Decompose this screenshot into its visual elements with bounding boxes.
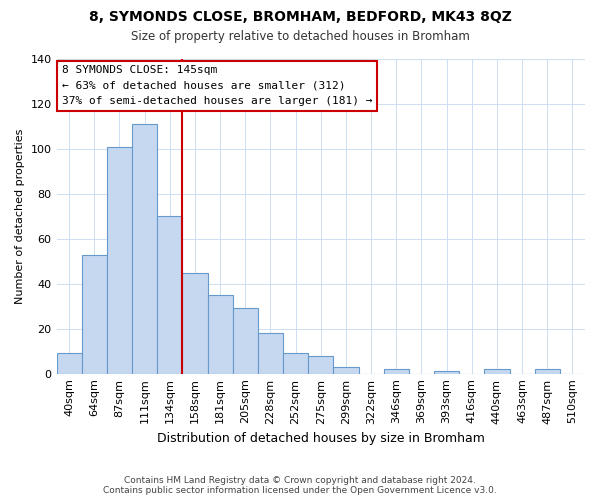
Text: Contains HM Land Registry data © Crown copyright and database right 2024.
Contai: Contains HM Land Registry data © Crown c… bbox=[103, 476, 497, 495]
Bar bbox=[383, 369, 409, 374]
Bar bbox=[107, 146, 132, 374]
Bar bbox=[82, 254, 107, 374]
Bar bbox=[334, 367, 359, 374]
Bar bbox=[132, 124, 157, 374]
Text: 8 SYMONDS CLOSE: 145sqm
← 63% of detached houses are smaller (312)
37% of semi-d: 8 SYMONDS CLOSE: 145sqm ← 63% of detache… bbox=[62, 66, 373, 106]
Bar bbox=[157, 216, 182, 374]
Bar bbox=[182, 272, 208, 374]
Bar bbox=[484, 369, 509, 374]
Bar bbox=[434, 372, 459, 374]
Bar bbox=[233, 308, 258, 374]
Y-axis label: Number of detached properties: Number of detached properties bbox=[15, 128, 25, 304]
Text: 8, SYMONDS CLOSE, BROMHAM, BEDFORD, MK43 8QZ: 8, SYMONDS CLOSE, BROMHAM, BEDFORD, MK43… bbox=[89, 10, 511, 24]
Bar bbox=[258, 333, 283, 374]
Text: Size of property relative to detached houses in Bromham: Size of property relative to detached ho… bbox=[131, 30, 469, 43]
Bar bbox=[208, 295, 233, 374]
Bar bbox=[308, 356, 334, 374]
Bar bbox=[535, 369, 560, 374]
Bar bbox=[56, 354, 82, 374]
Bar bbox=[283, 354, 308, 374]
X-axis label: Distribution of detached houses by size in Bromham: Distribution of detached houses by size … bbox=[157, 432, 485, 445]
